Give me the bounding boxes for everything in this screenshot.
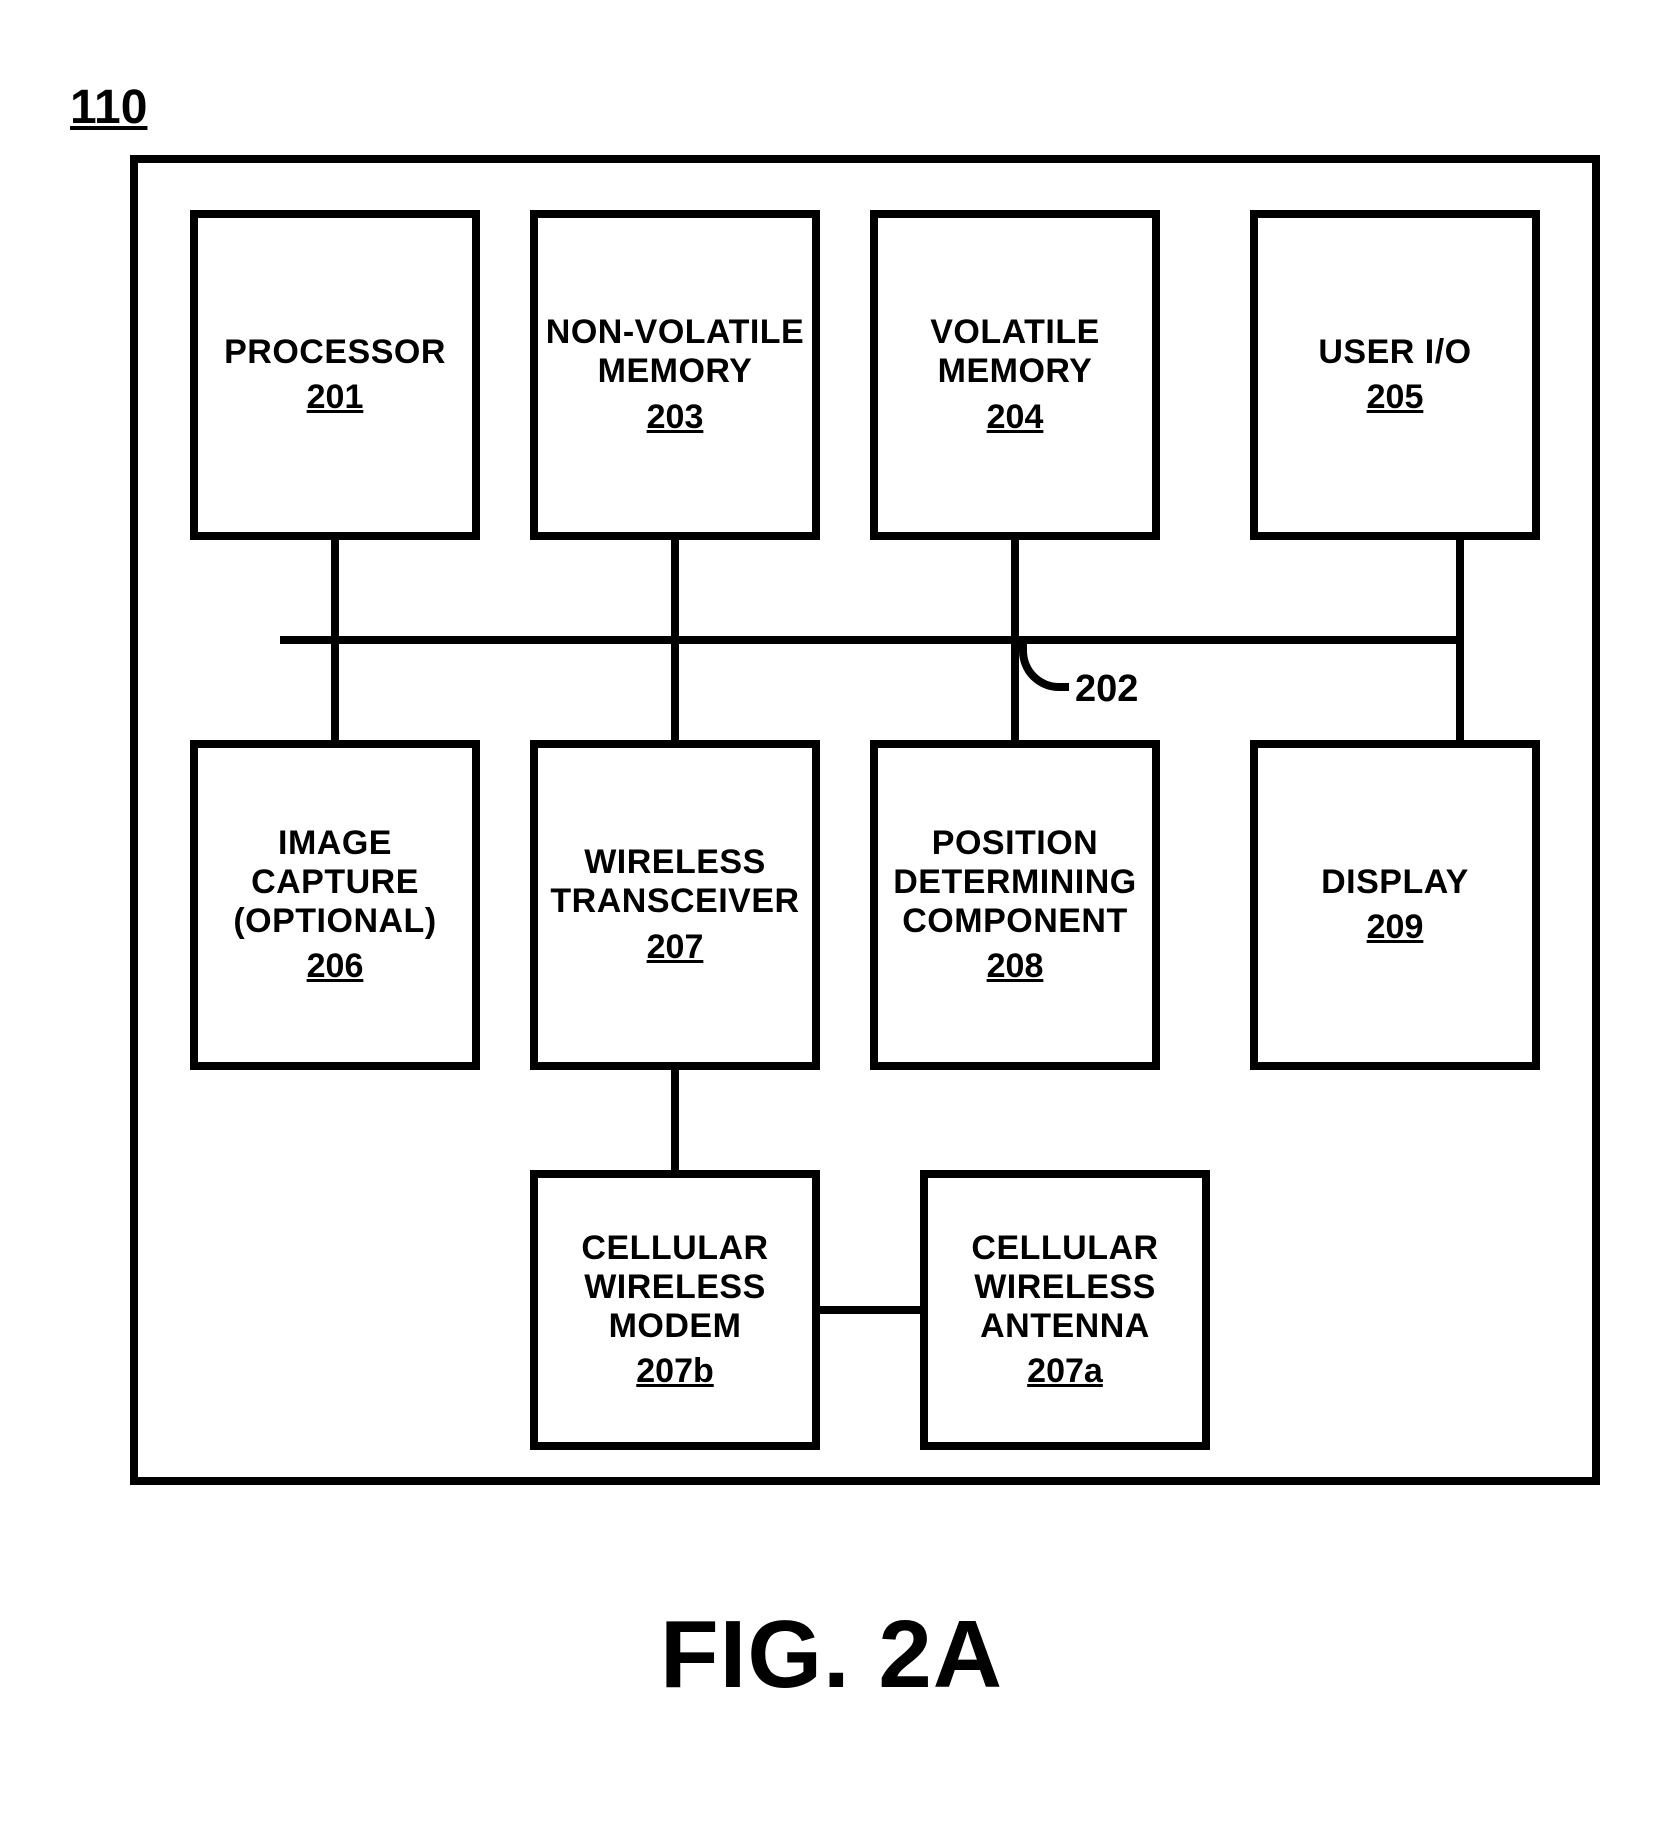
box-display: DISPLAY 209: [1250, 740, 1540, 1070]
box-userio-num: 205: [1367, 378, 1424, 417]
box-userio-label: USER I/O: [1318, 333, 1471, 372]
conn-wtx-bus: [671, 640, 679, 740]
bus-label: 202: [1075, 668, 1138, 711]
conn-processor-bus: [331, 540, 339, 640]
box-antenna: CELLULARWIRELESSANTENNA 207a: [920, 1170, 1210, 1450]
box-modem-label: CELLULARWIRELESSMODEM: [581, 1229, 768, 1346]
box-nvmem-num: 203: [647, 398, 704, 437]
box-vmem: VOLATILEMEMORY 204: [870, 210, 1160, 540]
box-posdet-num: 208: [987, 947, 1044, 986]
box-imgcap-num: 206: [307, 947, 364, 986]
box-posdet-label: POSITIONDETERMININGCOMPONENT: [893, 824, 1137, 941]
box-nvmem-label: NON-VOLATILEMEMORY: [546, 313, 804, 391]
conn-posdet-bus: [1011, 640, 1019, 740]
box-wtx: WIRELESSTRANSCEIVER 207: [530, 740, 820, 1070]
box-modem-num: 207b: [636, 1352, 714, 1391]
conn-vmem-bus: [1011, 540, 1019, 640]
box-modem: CELLULARWIRELESSMODEM 207b: [530, 1170, 820, 1450]
conn-imgcap-bus: [331, 640, 339, 740]
box-imgcap: IMAGECAPTURE(OPTIONAL) 206: [190, 740, 480, 1070]
box-display-num: 209: [1367, 908, 1424, 947]
box-processor-label: PROCESSOR: [224, 333, 446, 372]
conn-nvmem-bus: [671, 540, 679, 640]
box-vmem-label: VOLATILEMEMORY: [930, 313, 1100, 391]
box-posdet: POSITIONDETERMININGCOMPONENT 208: [870, 740, 1160, 1070]
box-processor: PROCESSOR 201: [190, 210, 480, 540]
box-nvmem: NON-VOLATILEMEMORY 203: [530, 210, 820, 540]
box-processor-num: 201: [307, 378, 364, 417]
diagram-canvas: 110 202 PROCESSOR 201 NON-VOLATILEMEMORY…: [0, 0, 1672, 1828]
conn-modem-antenna: [820, 1306, 920, 1314]
box-wtx-num: 207: [647, 928, 704, 967]
conn-wtx-modem: [671, 1070, 679, 1170]
box-antenna-num: 207a: [1027, 1352, 1103, 1391]
box-wtx-label: WIRELESSTRANSCEIVER: [550, 843, 799, 921]
box-imgcap-label: IMAGECAPTURE(OPTIONAL): [233, 824, 436, 941]
box-display-label: DISPLAY: [1321, 863, 1469, 902]
box-antenna-label: CELLULARWIRELESSANTENNA: [971, 1229, 1158, 1346]
bus-line: [280, 636, 1460, 644]
conn-userio-display: [1456, 540, 1464, 740]
figure-label: FIG. 2A: [660, 1600, 1003, 1710]
box-vmem-num: 204: [987, 398, 1044, 437]
device-label: 110: [70, 80, 147, 135]
box-userio: USER I/O 205: [1250, 210, 1540, 540]
